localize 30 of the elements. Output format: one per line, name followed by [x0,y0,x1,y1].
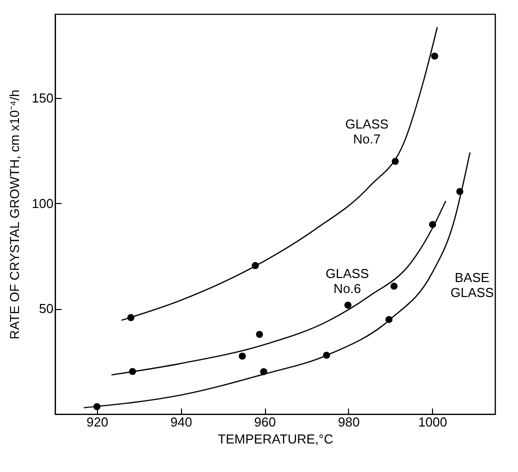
point [431,52,438,60]
point [390,282,398,290]
point [128,368,136,376]
point [238,352,246,360]
point [344,302,352,309]
line-series [121,27,438,321]
x-tick-label: 920 [86,414,108,430]
point [385,316,393,324]
point [429,220,436,228]
line-series [111,200,446,376]
x-tick-label: 960 [254,414,276,430]
point [323,352,330,359]
series-label: GLASS No.7 [345,116,389,146]
y-tick-label: 50 [39,301,54,316]
y-axis-title: RATE OF CRYSTAL GROWTH, cm x10⁻⁴/h [6,90,22,340]
point [93,403,100,410]
point [252,262,259,270]
point [260,368,268,376]
series-label: BASE GLASS [450,270,494,300]
x-tick-label: 980 [338,414,360,430]
x-tick-label: 1000 [418,414,448,430]
y-tick-label: 150 [32,90,54,106]
x-tick-label: 940 [170,414,192,430]
y-tick-label: 100 [32,196,54,211]
point [456,188,464,196]
point [392,158,399,165]
series-label: GLASS No.6 [326,266,370,296]
point [127,314,134,322]
point [256,330,264,338]
x-axis-title: TEMPERATURE,°C [218,432,334,446]
